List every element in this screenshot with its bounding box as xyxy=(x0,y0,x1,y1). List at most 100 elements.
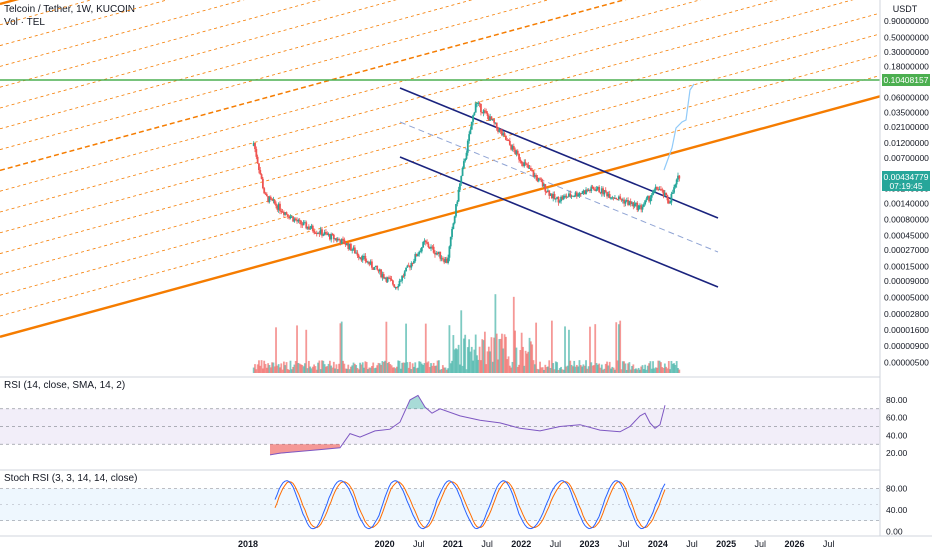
candle-body xyxy=(372,267,375,270)
candle-body xyxy=(569,193,572,197)
candle-body xyxy=(386,277,389,282)
rsi-tick-label: 20.00 xyxy=(886,448,908,458)
candle-body xyxy=(368,261,371,265)
volume-bar xyxy=(577,366,580,373)
volume-bar xyxy=(481,339,484,373)
candle-body xyxy=(443,259,446,263)
volume-bar xyxy=(290,369,293,373)
volume-bar xyxy=(482,340,485,373)
volume-bar xyxy=(306,368,309,373)
volume-bar xyxy=(671,363,674,373)
volume-bar xyxy=(348,369,351,373)
volume-bar xyxy=(590,362,593,373)
volume-bar xyxy=(536,368,539,373)
candle-body xyxy=(650,194,653,198)
candle-body xyxy=(652,190,654,195)
volume-bar xyxy=(355,365,358,373)
candle-body xyxy=(472,115,474,122)
stoch-axis[interactable]: 80.00 40.00 0.00 xyxy=(886,484,908,537)
candle-body xyxy=(560,196,562,202)
candle-body xyxy=(554,198,557,200)
candle-body xyxy=(481,112,484,114)
volume-bar xyxy=(258,360,260,373)
candle-body xyxy=(460,175,463,184)
volume-bar xyxy=(571,366,574,373)
candle-body xyxy=(535,175,538,178)
volume-bar xyxy=(409,361,411,373)
candle-body xyxy=(374,265,377,267)
candle-body xyxy=(654,186,657,190)
candle-body xyxy=(611,197,614,199)
volume-bar xyxy=(309,366,312,373)
volume-bar xyxy=(410,369,413,373)
candle-body xyxy=(367,261,369,263)
volume-bar xyxy=(263,360,266,373)
price-tick-label: 0.00080000 xyxy=(884,214,929,224)
volume-bars xyxy=(252,294,681,373)
candle-body xyxy=(343,239,346,244)
price-axis[interactable]: 0.90000000 0.50000000 0.30000000 0.18000000… xyxy=(884,16,929,368)
candle-body xyxy=(624,201,627,204)
volume-bar xyxy=(642,369,645,373)
volume-bar xyxy=(653,368,656,373)
volume-bar xyxy=(637,367,640,373)
stoch-rsi-pane[interactable]: Stoch RSI (3, 3, 14, 14, close) xyxy=(0,469,880,530)
candle-body xyxy=(413,260,415,264)
candle-body xyxy=(348,243,351,250)
channel-dashed-line xyxy=(0,0,549,150)
channel-solid-line xyxy=(0,95,881,338)
candle-body xyxy=(427,243,430,248)
volume-bar xyxy=(340,321,343,373)
candle-body xyxy=(553,194,556,199)
candle-body xyxy=(547,190,549,192)
channel-dashed-line xyxy=(0,0,473,130)
volume-bar xyxy=(581,366,583,373)
rsi-pane[interactable]: RSI (14, close, SMA, 14, 2) xyxy=(0,376,880,456)
candle-body xyxy=(369,261,372,265)
candle-body xyxy=(489,116,492,121)
channel-dashed-line xyxy=(0,0,169,46)
candle-body xyxy=(574,192,577,197)
volume-bar xyxy=(325,366,327,373)
time-tick-label: 2018 xyxy=(238,539,258,549)
channel-dashed-line xyxy=(0,0,702,192)
target-price-badge: 0.10408157 xyxy=(882,74,930,86)
volume-bar xyxy=(573,360,576,373)
candle-body xyxy=(445,258,448,263)
candle-body xyxy=(632,202,635,207)
candle-body xyxy=(440,258,443,260)
price-pane[interactable]: Telcoin / Tether, 1W, KUCOIN Vol · TEL U… xyxy=(0,0,918,373)
candle-body xyxy=(373,266,376,270)
volume-bar xyxy=(443,367,446,373)
candle-body xyxy=(309,228,312,230)
volume-bar xyxy=(455,348,457,373)
volume-bar xyxy=(327,363,330,373)
volume-bar xyxy=(286,369,289,373)
candle-body xyxy=(594,189,597,191)
candle-body xyxy=(346,243,348,245)
volume-bar xyxy=(399,368,402,373)
candle-body xyxy=(620,199,623,201)
volume-bar xyxy=(415,368,418,373)
candle-body xyxy=(462,161,465,168)
volume-bar xyxy=(368,367,371,373)
volume-bar xyxy=(552,363,555,373)
candle-body xyxy=(482,110,485,114)
rsi-axis[interactable]: 80.00 60.00 40.00 20.00 xyxy=(886,395,908,458)
candle-body xyxy=(635,202,637,204)
volume-bar xyxy=(264,363,267,373)
candle-body xyxy=(464,158,467,162)
time-tick-label: Jul xyxy=(823,539,835,549)
candle-body xyxy=(328,234,331,240)
volume-bar xyxy=(510,367,513,373)
candle-body xyxy=(289,216,292,219)
volume-bar xyxy=(439,369,442,373)
volume-bar xyxy=(267,363,270,373)
candle-body xyxy=(641,206,644,210)
volume-bar xyxy=(393,367,396,373)
volume-bar xyxy=(373,368,376,373)
candle-body xyxy=(675,179,678,185)
candle-body xyxy=(344,243,347,245)
time-axis[interactable]: 2018 2020 Jul 2021 Jul 2022 Jul 2023 Jul 2024 Jul 2… xyxy=(238,539,834,549)
